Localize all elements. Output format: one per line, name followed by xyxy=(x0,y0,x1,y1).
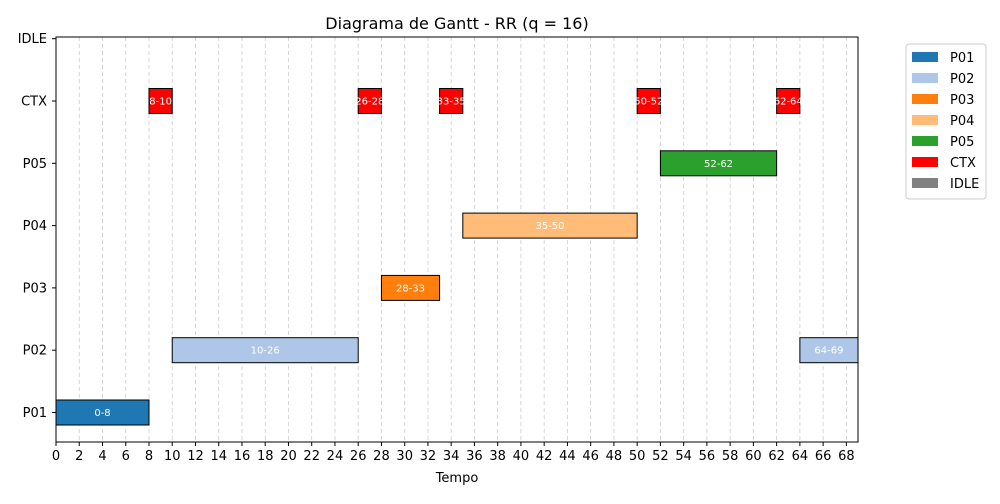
x-tick-label: 26 xyxy=(350,449,367,464)
x-tick-label: 34 xyxy=(443,449,460,464)
bar-label: 10-26 xyxy=(251,346,280,357)
bar-label: 28-33 xyxy=(396,283,425,294)
x-tick-label: 66 xyxy=(815,449,832,464)
bar-label: 35-50 xyxy=(535,221,564,232)
x-tick-label: 8 xyxy=(145,449,153,464)
legend-label: P01 xyxy=(950,51,974,66)
gantt-bar-p02 xyxy=(799,337,859,364)
x-tick-label: 56 xyxy=(699,449,716,464)
x-tick-label: 36 xyxy=(466,449,483,464)
legend-swatch xyxy=(912,52,938,62)
x-tick-label: 46 xyxy=(582,449,599,464)
x-tick-label: 44 xyxy=(559,449,576,464)
legend-swatch xyxy=(912,136,938,146)
bar-label: 52-62 xyxy=(704,159,733,170)
gantt-bar-ctx xyxy=(148,88,173,114)
y-tick-label: P05 xyxy=(23,157,47,172)
x-tick-label: 12 xyxy=(187,449,204,464)
x-tick-label: 42 xyxy=(536,449,553,464)
legend-label: CTX xyxy=(950,156,976,171)
legend-label: P03 xyxy=(950,93,974,108)
x-tick-label: 6 xyxy=(122,449,130,464)
chart-title: Diagrama de Gantt - RR (q = 16) xyxy=(325,14,588,33)
gantt-bar-p02 xyxy=(171,337,359,364)
x-tick-label: 64 xyxy=(792,449,809,464)
x-tick-label: 48 xyxy=(606,449,623,464)
gantt-bar-ctx xyxy=(439,88,464,114)
legend-swatch xyxy=(912,115,938,125)
x-tick-label: 4 xyxy=(98,449,106,464)
x-tick-label: 22 xyxy=(303,449,320,464)
gantt-bar-ctx xyxy=(636,88,661,114)
x-tick-label: 60 xyxy=(745,449,762,464)
x-tick-label: 68 xyxy=(838,449,855,464)
gantt-bar-p04 xyxy=(462,212,638,239)
axes-layer: 0 2 4 6 8 10 12 14 16 18 20 22 24 26 28 30 32 34 36 38 40 42 4… xyxy=(18,32,859,464)
x-tick-label: 58 xyxy=(722,449,739,464)
x-tick-label: 20 xyxy=(280,449,297,464)
bar-label: 26-28 xyxy=(355,97,384,108)
legend-swatch xyxy=(912,157,938,167)
x-axis-label: Tempo xyxy=(435,471,479,486)
bar-label: 62-64 xyxy=(774,97,803,108)
x-tick-label: 54 xyxy=(675,449,692,464)
x-tick-label: 2 xyxy=(75,449,83,464)
bar-label: 0-8 xyxy=(94,408,110,419)
x-tick-label: 38 xyxy=(489,449,506,464)
y-tick-label: P01 xyxy=(23,406,47,421)
x-tick-label: 32 xyxy=(420,449,437,464)
bars-layer: 0-8 8-10 10-26 26-28 28-33 33-35 35-50 50-52 52-… xyxy=(55,88,859,426)
legend-label: P04 xyxy=(950,114,974,129)
bar-label: 50-52 xyxy=(634,97,663,108)
legend-swatch xyxy=(912,94,938,104)
gantt-bar-ctx xyxy=(357,88,382,114)
y-tick-label: P02 xyxy=(23,344,47,359)
x-tick-label: 30 xyxy=(396,449,413,464)
gantt-bar-p03 xyxy=(380,274,441,301)
x-tick-label: 52 xyxy=(652,449,669,464)
legend-label: P05 xyxy=(950,135,974,150)
x-tick-label: 16 xyxy=(234,449,251,464)
x-tick-label: 28 xyxy=(373,449,390,464)
legend-swatch xyxy=(912,178,938,188)
plot-frame xyxy=(55,36,859,443)
grid-layer xyxy=(55,37,847,442)
bar-label: 33-35 xyxy=(437,97,466,108)
bar-label: 64-69 xyxy=(814,346,843,357)
gantt-bar-ctx xyxy=(776,88,801,114)
x-tick-label: 24 xyxy=(327,449,344,464)
gantt-bar-p05 xyxy=(659,150,778,177)
x-tick-label: 10 xyxy=(164,449,181,464)
x-tick-label: 40 xyxy=(513,449,530,464)
x-tick-label: 14 xyxy=(210,449,227,464)
legend-label: IDLE xyxy=(950,177,979,192)
x-tick-label: 50 xyxy=(629,449,646,464)
legend: P01 P02 P03 P04 P05 CTX IDLE xyxy=(905,43,987,200)
x-tick-label: 0 xyxy=(52,449,60,464)
y-tick-label: P04 xyxy=(23,219,47,234)
legend-swatch xyxy=(912,73,938,83)
x-tick-label: 62 xyxy=(768,449,785,464)
gantt-bar-p01 xyxy=(55,399,150,426)
legend-label: P02 xyxy=(950,72,974,87)
x-tick-label: 18 xyxy=(257,449,274,464)
bar-label: 8-10 xyxy=(149,97,172,108)
y-tick-label: P03 xyxy=(23,281,47,296)
y-tick-label: CTX xyxy=(21,95,47,110)
y-tick-label: IDLE xyxy=(18,32,47,47)
